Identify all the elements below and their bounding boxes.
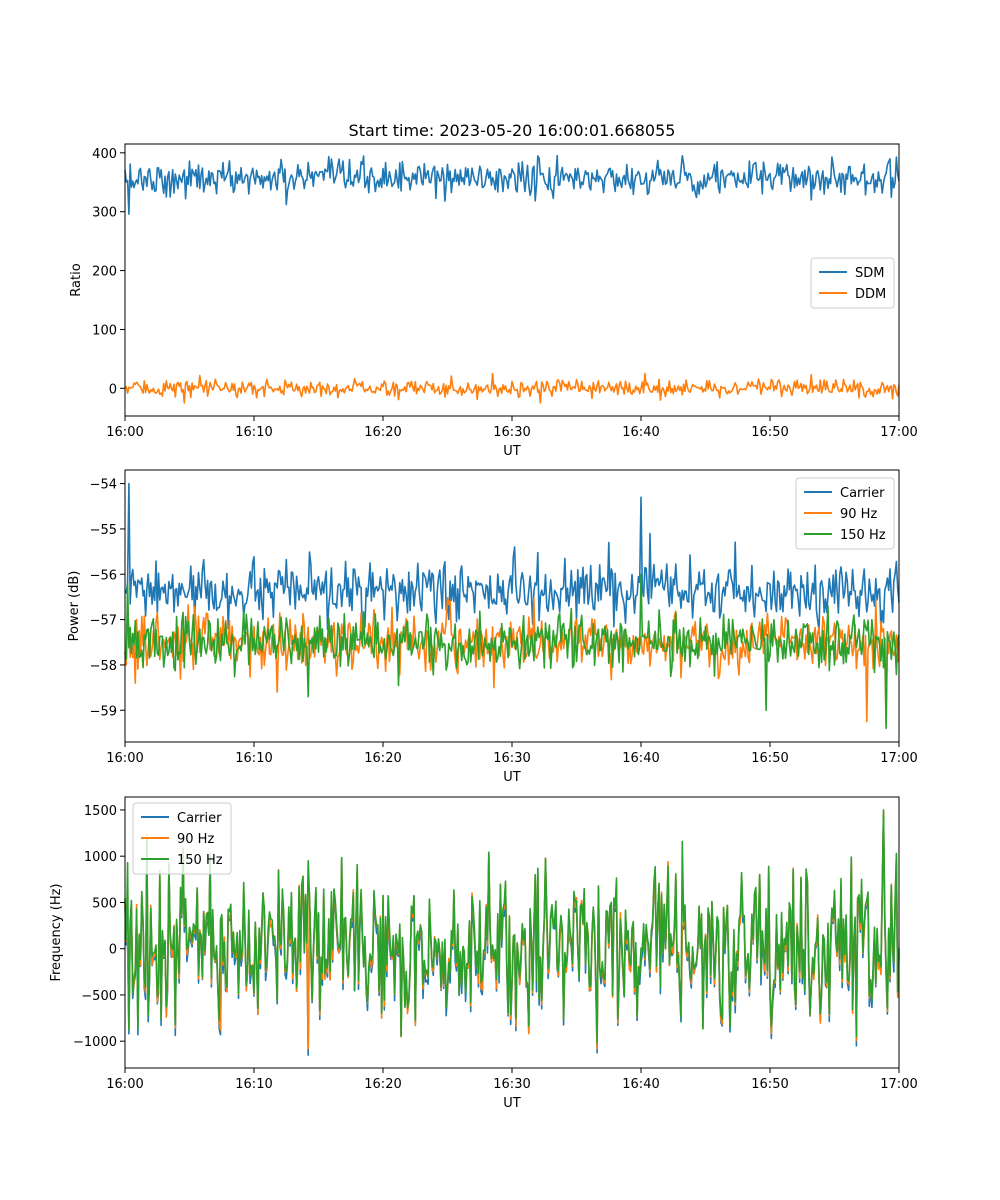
x-tick-label: 16:40 bbox=[622, 751, 659, 766]
x-tick-label: 17:00 bbox=[880, 751, 917, 766]
x-tick-label: 16:30 bbox=[493, 425, 530, 440]
x-tick-label: 16:20 bbox=[364, 425, 401, 440]
y-tick-label: 0 bbox=[109, 382, 117, 397]
x-tick-label: 16:20 bbox=[364, 751, 401, 766]
x-tick-label: 16:30 bbox=[493, 751, 530, 766]
legend: SDM DDM bbox=[810, 257, 895, 309]
y-tick-label: −500 bbox=[81, 989, 117, 1004]
y-tick-label: 200 bbox=[92, 265, 117, 280]
y-axis-label: Ratio bbox=[69, 263, 84, 296]
x-tick-label: 16:50 bbox=[751, 1077, 788, 1092]
x-axis-label: UT bbox=[503, 1096, 521, 1111]
x-tick-label: 17:00 bbox=[880, 1077, 917, 1092]
y-tick-label: −1000 bbox=[73, 1035, 117, 1050]
x-tick-label: 16:00 bbox=[106, 1077, 143, 1092]
legend-label: 150 Hz bbox=[177, 853, 223, 868]
series-line-carrier bbox=[124, 482, 900, 638]
x-tick-label: 16:40 bbox=[622, 425, 659, 440]
y-tick-label: 300 bbox=[92, 206, 117, 221]
x-tick-label: 16:00 bbox=[106, 425, 143, 440]
legend: Carrier 90 Hz 150 Hz bbox=[795, 477, 895, 550]
y-tick-label: 1500 bbox=[84, 804, 117, 819]
x-axis-label: UT bbox=[503, 770, 521, 785]
x-tick-label: 16:10 bbox=[235, 751, 272, 766]
y-tick-label: 100 bbox=[92, 323, 117, 338]
x-tick-label: 17:00 bbox=[880, 425, 917, 440]
x-tick-label: 16:10 bbox=[235, 425, 272, 440]
series-line-150-hz bbox=[124, 573, 900, 730]
x-tick-label: 16:50 bbox=[751, 425, 788, 440]
y-tick-label: −59 bbox=[90, 704, 117, 719]
legend-label: 90 Hz bbox=[177, 832, 214, 847]
y-tick-label: −54 bbox=[90, 478, 117, 493]
legend: Carrier 90 Hz 150 Hz bbox=[132, 802, 232, 875]
series-line-sdm bbox=[124, 154, 900, 215]
legend-box bbox=[810, 257, 895, 309]
y-tick-label: 500 bbox=[92, 896, 117, 911]
y-tick-label: 0 bbox=[109, 943, 117, 958]
x-tick-label: 16:50 bbox=[751, 751, 788, 766]
legend-label: SDM bbox=[855, 266, 884, 281]
legend-label: Carrier bbox=[840, 486, 885, 501]
x-axis-label: UT bbox=[503, 444, 521, 459]
legend-label: DDM bbox=[855, 287, 886, 302]
y-tick-label: 400 bbox=[92, 147, 117, 162]
x-tick-label: 16:00 bbox=[106, 751, 143, 766]
series-line-150-hz bbox=[124, 809, 900, 1044]
y-axis-label: Power (dB) bbox=[67, 571, 82, 642]
legend-label: Carrier bbox=[177, 811, 222, 826]
x-tick-label: 16:40 bbox=[622, 1077, 659, 1092]
y-tick-label: 1000 bbox=[84, 850, 117, 865]
x-tick-label: 16:20 bbox=[364, 1077, 401, 1092]
y-tick-label: −55 bbox=[90, 523, 117, 538]
x-tick-label: 16:10 bbox=[235, 1077, 272, 1092]
chart-panel-1: 16:00 16:10 16:20 16:30 16:40 16:50 17:00 0 100 2… bbox=[69, 143, 918, 459]
chart-panel-2: 16:00 16:10 16:20 16:30 16:40 16:50 17:00 −59 −5… bbox=[67, 469, 918, 785]
y-tick-label: −56 bbox=[90, 568, 117, 583]
figure-title: Start time: 2023-05-20 16:00:01.668055 bbox=[349, 121, 676, 140]
chart-panel-3: 16:00 16:10 16:20 16:30 16:40 16:50 17:00 −1000… bbox=[49, 796, 918, 1111]
y-tick-label: −57 bbox=[90, 614, 117, 629]
chart-panels: 16:00 16:10 16:20 16:30 16:40 16:50 17:00 0 100 2… bbox=[49, 143, 918, 1111]
legend-label: 150 Hz bbox=[840, 528, 886, 543]
y-tick-label: −58 bbox=[90, 659, 117, 674]
x-tick-label: 16:30 bbox=[493, 1077, 530, 1092]
legend-box bbox=[132, 802, 232, 875]
y-axis-label: Frequency (Hz) bbox=[49, 883, 64, 981]
legend-label: 90 Hz bbox=[840, 507, 877, 522]
series-line-ddm bbox=[124, 372, 900, 404]
legend-box bbox=[795, 477, 895, 550]
